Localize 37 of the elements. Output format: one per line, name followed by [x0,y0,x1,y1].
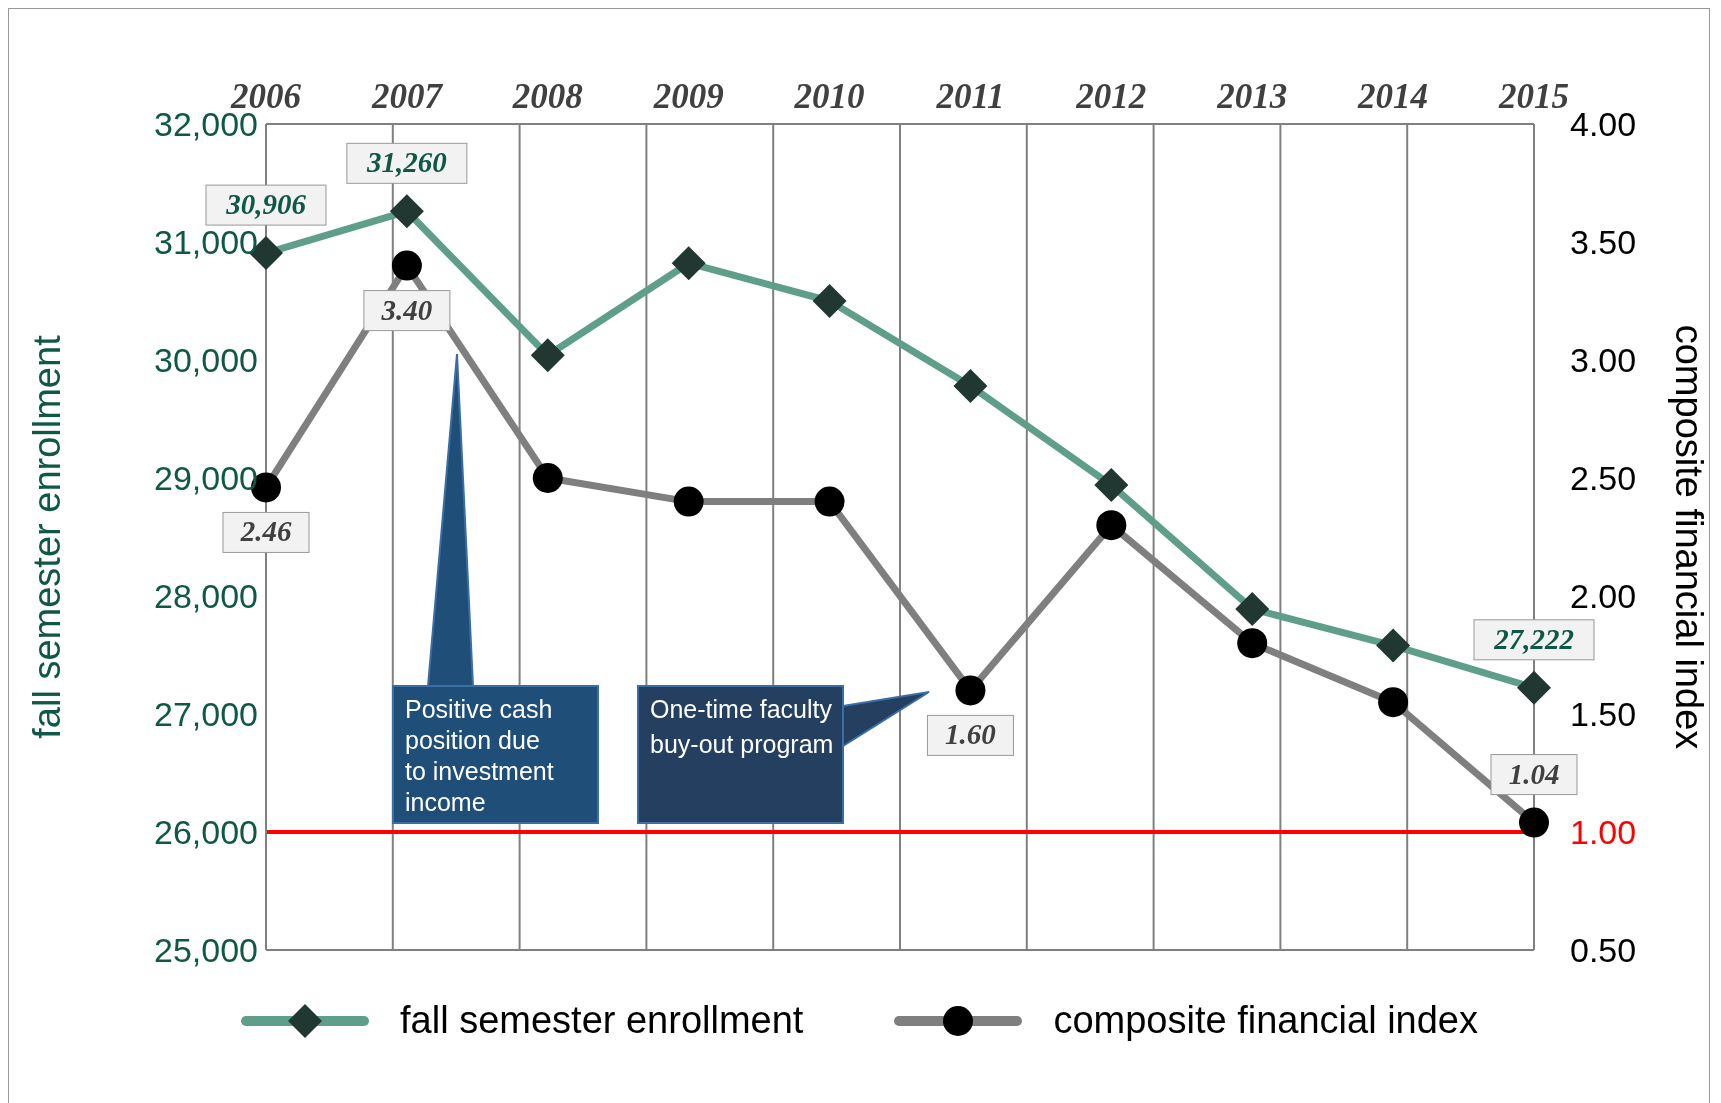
y-axis-title: fall semester enrollment [26,334,69,739]
legend-label: composite financial index [1053,999,1478,1042]
x-tick-label: 2007 [370,77,444,116]
y2-axis-title: composite financial index [1667,324,1710,750]
y-tick-label: 28,000 [154,577,258,616]
x-tick-label: 2011 [935,77,1005,116]
y2-tick-label: 2.00 [1570,577,1637,615]
data-label: 30,906 [225,188,307,221]
y2-tick-label: 1.00 [1570,813,1637,851]
y2-tick-label: 3.50 [1570,223,1637,261]
y-tick-label: 30,000 [154,341,258,380]
y-tick-label: 31,000 [154,223,258,262]
data-label: 27,222 [1493,622,1574,655]
x-tick-label: 2014 [1357,77,1429,116]
legend-label: fall semester enrollment [400,999,804,1042]
data-label: 3.40 [380,293,433,326]
y-tick-label: 25,000 [154,931,258,970]
y2-tick-label: 3.00 [1570,341,1637,379]
data-label: 31,260 [366,146,447,179]
x-tick-label: 2008 [511,77,583,116]
y2-tick-label: 0.50 [1570,931,1637,969]
x-tick-label: 2010 [793,77,865,116]
data-label: 2.46 [239,515,292,548]
annotation: Positive cash position due to investment income [405,695,554,816]
y-tick-label: 27,000 [154,695,258,734]
y2-tick-label: 1.50 [1570,695,1637,733]
x-tick-label: 2013 [1216,77,1288,116]
x-tick-label: 2015 [1498,77,1569,116]
y-tick-label: 29,000 [154,459,258,498]
x-tick-label: 2009 [652,77,724,116]
annotation: One-time faculty buy-out program [650,695,834,758]
data-label: 1.60 [945,718,996,751]
y2-tick-label: 4.00 [1570,105,1637,143]
data-label: 1.04 [1508,757,1560,790]
y2-tick-label: 2.50 [1570,459,1637,497]
y-tick-label: 26,000 [154,813,258,852]
x-tick-label: 2012 [1075,77,1147,116]
